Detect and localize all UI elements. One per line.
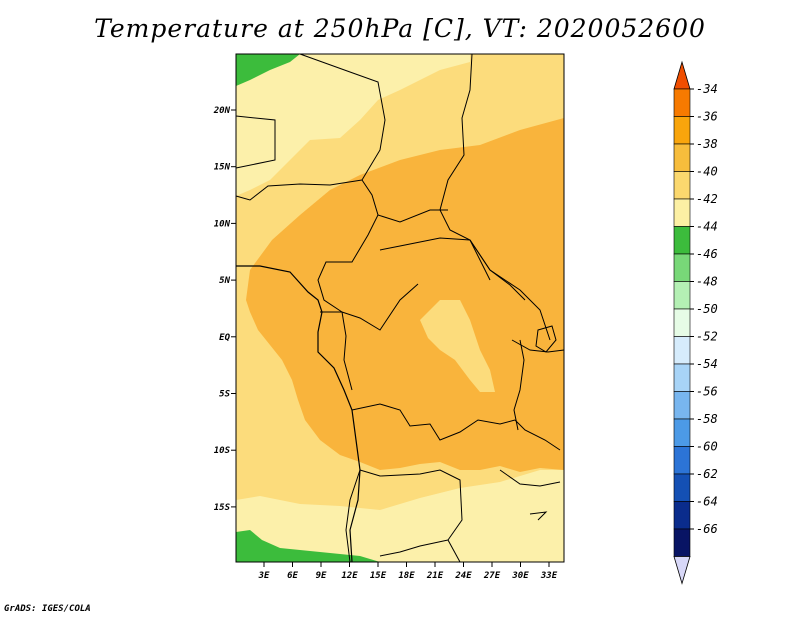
- lake-victoria: [535, 325, 557, 353]
- lat-tick-label: 5N: [219, 276, 230, 286]
- colorbar-swatch: [673, 336, 691, 365]
- colorbar-label: -38: [696, 137, 718, 151]
- colorbar-label: -36: [696, 110, 718, 124]
- colorbar-label: -52: [696, 330, 718, 344]
- colorbar-swatch: [673, 171, 691, 200]
- lon-tick-label: 21E: [426, 571, 444, 581]
- colorbar-label: -50: [696, 302, 718, 316]
- colorbar-swatch: [673, 253, 691, 282]
- colorbar-label: -54: [696, 357, 718, 371]
- colorbar-swatch: [673, 501, 691, 530]
- colorbar-label: -40: [696, 165, 718, 179]
- colorbar-label: -34: [696, 82, 718, 96]
- map-panel: [235, 53, 565, 563]
- colorbar-swatch: [673, 446, 691, 475]
- country-borders: [235, 53, 565, 563]
- colorbar-swatch: [673, 143, 691, 172]
- colorbar-swatch: [673, 391, 691, 420]
- field-band-44-sw: [236, 530, 380, 562]
- colorbar-swatch: [673, 88, 691, 117]
- colorbar-top-arrow: [673, 60, 691, 90]
- lat-tick-label: 15N: [214, 163, 231, 173]
- field-band-44-nw: [236, 54, 300, 86]
- colorbar-label: -66: [696, 522, 718, 536]
- lat-tick-label: 15S: [214, 503, 231, 513]
- colorbar-swatch: [673, 116, 691, 145]
- latitude-axis: 20N 15N 10N 5N EQ 5S 10S 15S: [213, 106, 236, 513]
- colorbar-swatch: [673, 363, 691, 392]
- lon-tick-label: 24E: [454, 571, 472, 581]
- field-band-42-north: [236, 54, 470, 196]
- colorbar-label: -60: [696, 440, 718, 454]
- field-band-42-south: [236, 470, 564, 562]
- colorbar-bottom-arrow: [673, 556, 691, 585]
- colorbar-swatch: [673, 418, 691, 447]
- atlantic-coastline: [236, 265, 361, 563]
- colorbar-label: -46: [696, 247, 718, 261]
- lon-tick-label: 18E: [398, 571, 415, 581]
- grads-credit: GrADS: IGES/COLA: [4, 604, 91, 614]
- colorbar-label: -62: [696, 467, 718, 481]
- lon-tick-label: 3E: [258, 571, 270, 581]
- lon-tick-label: 9E: [316, 571, 327, 581]
- colorbar-swatch: [673, 281, 691, 310]
- colorbar-label: -42: [696, 192, 718, 206]
- lat-tick-label: 10N: [214, 219, 231, 229]
- colorbar-label: -44: [696, 220, 718, 234]
- lon-tick-label: 30E: [511, 571, 529, 581]
- map-frame: [235, 53, 565, 563]
- field-pocket-40: [420, 300, 495, 392]
- lon-tick-label: 27E: [483, 571, 501, 581]
- lat-tick-label: EQ: [219, 333, 230, 343]
- lon-tick-label: 12E: [341, 571, 358, 581]
- longitude-axis: 3E 6E 9E 12E 15E 18E 21E 24E 27E 30E 33E: [258, 562, 558, 581]
- colorbar-swatch: [673, 198, 691, 227]
- colorbar-swatch: [673, 528, 691, 557]
- map-title: Temperature at 250hPa [C], VT: 202005260…: [94, 14, 706, 43]
- rift-lakes: [513, 339, 525, 431]
- lat-tick-label: 10S: [214, 446, 231, 456]
- colorbar: -34 -36 -38 -40 -42 -44 -46 -48 -50 -52 -54 -56 -58 -…: [673, 60, 718, 585]
- lon-tick-label: 33E: [540, 571, 558, 581]
- colorbar-label: -64: [696, 495, 718, 509]
- lat-tick-label: 20N: [213, 106, 231, 116]
- lake-malawi: [529, 511, 548, 521]
- colorbar-swatch: [673, 226, 691, 255]
- colorbar-label: -48: [696, 275, 718, 289]
- lon-tick-label: 6E: [287, 571, 298, 581]
- colorbar-label: -58: [696, 412, 718, 426]
- lon-tick-label: 15E: [370, 571, 387, 581]
- colorbar-label: -56: [696, 385, 718, 399]
- colorbar-swatch: [673, 473, 691, 502]
- lat-tick-label: 5S: [219, 390, 230, 400]
- colorbar-swatch: [673, 308, 691, 337]
